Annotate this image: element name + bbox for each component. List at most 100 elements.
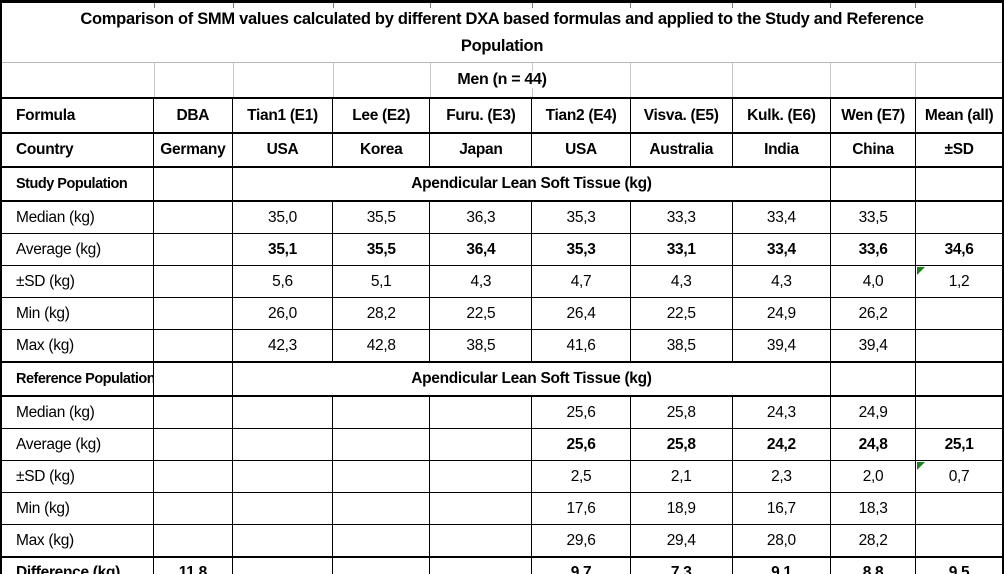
section-label-1: Reference Population xyxy=(0,361,154,397)
cell-1-2-4: 2,1 xyxy=(629,460,733,493)
difference-dba: 11,8 xyxy=(152,556,233,574)
grid-line xyxy=(915,63,916,97)
page-title: Comparison of SMM values calculated by d… xyxy=(80,9,924,55)
cell-1-0-6: 24,9 xyxy=(829,395,917,429)
cell-0-0-2: 36,3 xyxy=(429,200,533,234)
grid-tick xyxy=(154,3,155,8)
col-header-formula-4: Tian2 (E4) xyxy=(531,97,631,134)
cell-1-1-2 xyxy=(429,428,533,461)
country-cell-1: USA xyxy=(231,132,334,168)
grid-tick xyxy=(915,3,916,8)
cell-0-3-2: 22,5 xyxy=(429,297,533,330)
cell-0-1-6: 33,6 xyxy=(829,233,917,266)
grid-line xyxy=(333,63,334,97)
country-cell-0: Germany xyxy=(152,132,233,168)
table-title-cell: Comparison of SMM values calculated by d… xyxy=(1,1,1003,63)
cell-1-3-1 xyxy=(332,492,431,525)
error-flag-icon xyxy=(917,267,926,275)
cell-1-0-mean xyxy=(915,395,1004,429)
cell-0-0-6: 33,5 xyxy=(829,200,917,234)
cell-1-1-dba xyxy=(152,428,233,461)
cell-1-0-3: 25,6 xyxy=(531,395,631,429)
row-label-1-2: ±SD (kg) xyxy=(0,460,154,493)
cell-0-4-dba xyxy=(152,329,233,363)
cell-0-0-dba xyxy=(152,200,233,234)
mean-value: 25,1 xyxy=(944,435,974,453)
difference-mean: 9,5 xyxy=(915,556,1004,574)
col-header-formula-3: Furu. (E3) xyxy=(429,97,533,134)
cell-1-2-0 xyxy=(231,460,334,493)
country-cell-8: ±SD xyxy=(915,132,1004,168)
cell-0-3-1: 28,2 xyxy=(332,297,431,330)
cell-1-4-0 xyxy=(231,524,334,558)
cell-0-3-0: 26,0 xyxy=(231,297,334,330)
cell-1-4-3: 29,6 xyxy=(531,524,631,558)
section-label-0: Study Population xyxy=(0,166,154,202)
cell-1-1-5: 24,2 xyxy=(731,428,831,461)
cell-1-3-4: 18,9 xyxy=(629,492,733,525)
cell-1-2-3: 2,5 xyxy=(531,460,631,493)
row-label-0-4: Max (kg) xyxy=(0,329,154,363)
section-wen-empty-0 xyxy=(829,166,917,202)
cell-1-3-5: 16,7 xyxy=(731,492,831,525)
cell-0-3-5: 24,9 xyxy=(731,297,831,330)
error-flag-icon xyxy=(917,462,926,470)
cell-0-3-mean xyxy=(915,297,1004,330)
cell-1-1-0 xyxy=(231,428,334,461)
cell-1-4-4: 29,4 xyxy=(629,524,733,558)
difference-cell-0 xyxy=(231,556,334,574)
cell-1-4-6: 28,2 xyxy=(829,524,917,558)
cell-0-3-4: 22,5 xyxy=(629,297,733,330)
cell-1-4-2 xyxy=(429,524,533,558)
country-cell-4: USA xyxy=(531,132,631,168)
grid-tick xyxy=(630,3,631,8)
cell-1-3-dba xyxy=(152,492,233,525)
grid-tick xyxy=(430,3,431,8)
row-label-1-0: Median (kg) xyxy=(0,395,154,429)
cell-1-2-dba xyxy=(152,460,233,493)
difference-cell-3: 9,7 xyxy=(531,556,631,574)
col-header-formula-2: Lee (E2) xyxy=(332,97,431,134)
grid-tick xyxy=(233,3,234,8)
col-header-formula-1: Tian1 (E1) xyxy=(231,97,334,134)
row-label-0-0: Median (kg) xyxy=(0,200,154,234)
difference-cell-6: 8,8 xyxy=(829,556,917,574)
cell-0-4-0: 42,3 xyxy=(231,329,334,363)
cell-0-4-mean xyxy=(915,329,1004,363)
col-header-formula: Formula xyxy=(0,97,154,134)
cell-1-2-2 xyxy=(429,460,533,493)
section-dba-empty-1 xyxy=(152,361,233,397)
row-label-0-1: Average (kg) xyxy=(0,233,154,266)
cell-1-0-5: 24,3 xyxy=(731,395,831,429)
section-mean-empty-0 xyxy=(915,166,1004,202)
grid-tick xyxy=(532,3,533,8)
grid-line xyxy=(154,63,155,97)
section-mean-empty-1 xyxy=(915,361,1004,397)
row-label-1-1: Average (kg) xyxy=(0,428,154,461)
difference-cell-4: 7,3 xyxy=(629,556,733,574)
cell-0-2-3: 4,7 xyxy=(531,265,631,298)
section-wen-empty-1 xyxy=(829,361,917,397)
cell-0-2-mean: 1,2 xyxy=(915,265,1004,298)
country-cell-7: China xyxy=(829,132,917,168)
cell-0-0-0: 35,0 xyxy=(231,200,334,234)
grid-tick xyxy=(830,3,831,8)
country-cell-5: Australia xyxy=(629,132,733,168)
row-label-1-4: Max (kg) xyxy=(0,524,154,558)
cell-1-3-3: 17,6 xyxy=(531,492,631,525)
cell-1-4-dba xyxy=(152,524,233,558)
cell-0-0-5: 33,4 xyxy=(731,200,831,234)
grid-tick xyxy=(333,3,334,8)
cell-1-1-6: 24,8 xyxy=(829,428,917,461)
col-header-formula-0: DBA xyxy=(152,97,233,134)
cell-0-2-0: 5,6 xyxy=(231,265,334,298)
cell-1-0-dba xyxy=(152,395,233,429)
cell-1-0-2 xyxy=(429,395,533,429)
cell-0-1-1: 35,5 xyxy=(332,233,431,266)
cell-1-3-2 xyxy=(429,492,533,525)
country-cell-3: Japan xyxy=(429,132,533,168)
cell-1-0-0 xyxy=(231,395,334,429)
country-cell-2: Korea xyxy=(332,132,431,168)
